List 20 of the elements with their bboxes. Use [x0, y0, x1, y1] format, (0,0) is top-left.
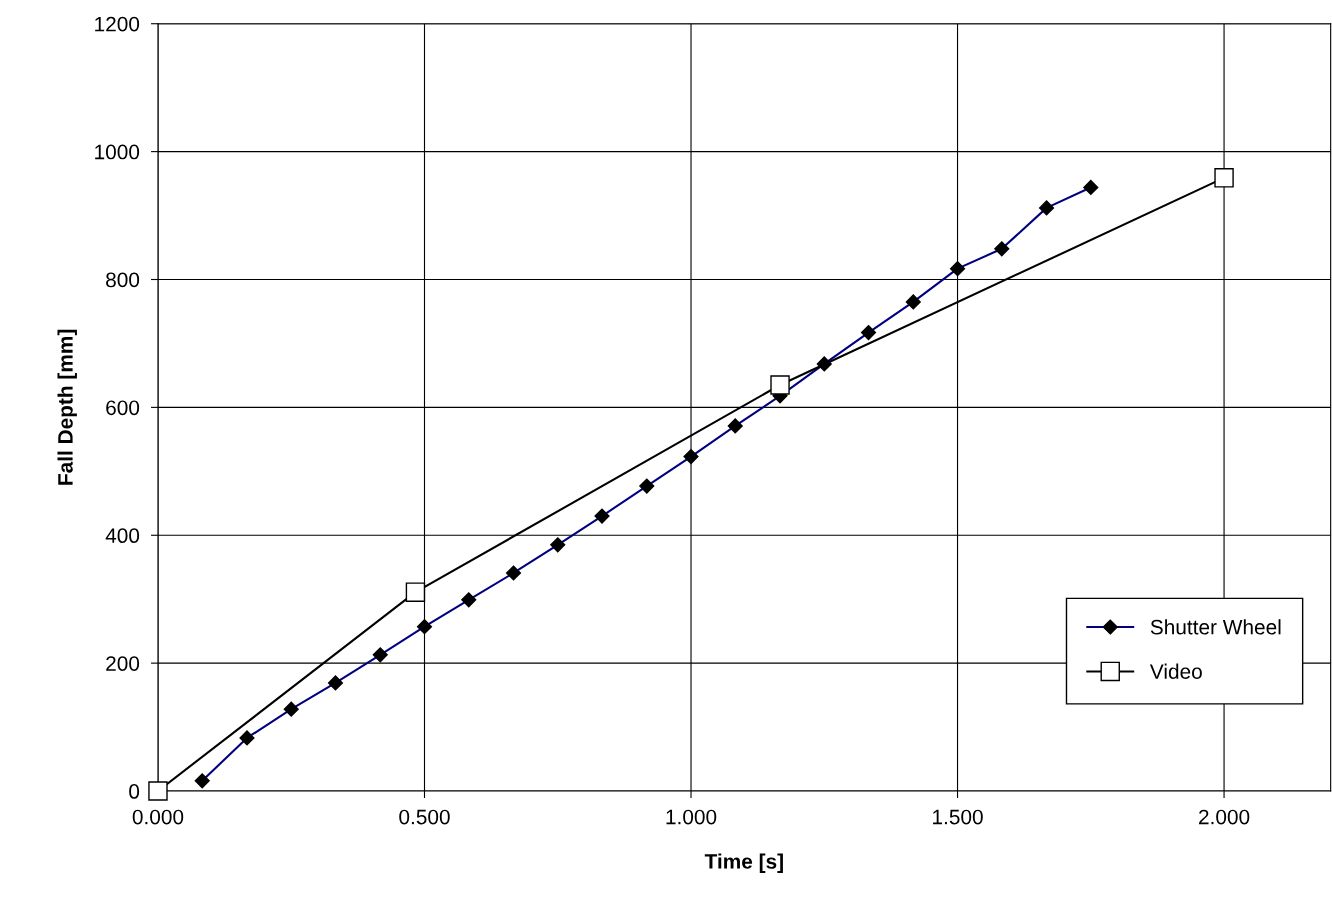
x-tick-label: 1.000 — [666, 809, 717, 825]
y-tick-label: 1200 — [95, 16, 140, 32]
y-tick-label: 600 — [106, 400, 140, 416]
x-tick-label: 2.000 — [1199, 809, 1250, 825]
x-tick-label: 1.500 — [933, 809, 983, 825]
point — [148, 781, 168, 801]
y-tick-label: 1000 — [95, 144, 140, 160]
point — [770, 375, 790, 395]
x-tick-label: 0.500 — [399, 809, 450, 825]
point — [1214, 168, 1234, 188]
legend-label: Shutter Wheel — [1150, 619, 1281, 635]
x-tick-label: 0.000 — [132, 809, 184, 825]
x-axis-title: Time [s] — [704, 853, 783, 873]
y-tick-label: 200 — [106, 656, 140, 671]
y-axis-title: Fall Depth [mm] — [57, 329, 77, 485]
point — [405, 582, 426, 602]
y-tick-label: 0 — [129, 784, 140, 799]
legend-label: Video — [1149, 663, 1202, 679]
y-tick-label: 800 — [106, 272, 140, 288]
y-tick-label: 400 — [105, 528, 140, 544]
